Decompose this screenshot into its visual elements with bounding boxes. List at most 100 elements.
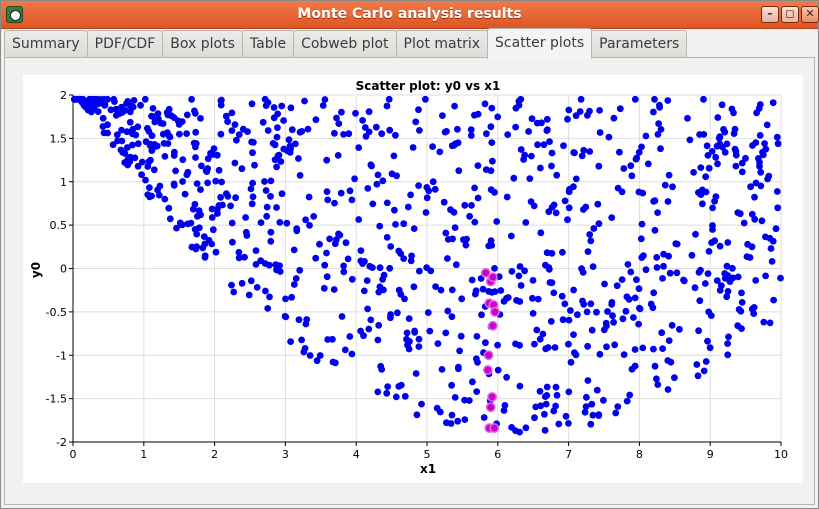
data-point — [278, 102, 286, 110]
data-point — [442, 329, 450, 337]
data-point — [552, 402, 559, 410]
data-point — [738, 289, 745, 297]
data-point — [635, 188, 643, 196]
tab-summary[interactable]: Summary — [4, 30, 88, 59]
data-point — [323, 249, 330, 257]
data-point — [699, 200, 706, 208]
tab-panel: 0 1 2 3 4 5 6 7 8 9 10 -2 -1.5 -1 -0.5 0 0.5 1 1.5 2 Scatte… — [4, 57, 815, 505]
data-point — [624, 261, 632, 268]
data-point — [112, 105, 120, 113]
data-point — [337, 189, 345, 197]
data-point — [516, 341, 523, 349]
data-point — [242, 228, 250, 236]
data-point — [324, 336, 332, 343]
data-point — [89, 99, 96, 107]
data-point — [657, 126, 665, 133]
data-point — [101, 101, 108, 109]
y-tick-label: 1.5 — [50, 132, 68, 145]
data-point — [531, 414, 538, 422]
tab-box-plots[interactable]: Box plots — [162, 30, 243, 59]
maximize-button[interactable]: ◻ — [781, 6, 799, 23]
data-point — [448, 411, 456, 419]
data-point — [405, 315, 413, 322]
data-point — [138, 158, 146, 166]
data-point — [467, 132, 475, 139]
data-point — [348, 350, 356, 358]
data-point — [257, 219, 265, 227]
data-point — [547, 318, 555, 325]
data-point — [588, 326, 596, 334]
data-point — [478, 311, 485, 319]
data-point — [627, 268, 635, 276]
data-point — [503, 373, 510, 381]
data-point — [359, 117, 366, 124]
data-point — [355, 216, 363, 223]
data-point — [166, 215, 174, 223]
data-point — [126, 118, 134, 126]
data-point — [208, 205, 216, 213]
data-point — [541, 393, 549, 400]
data-point — [748, 210, 756, 218]
data-point — [635, 285, 643, 293]
data-point — [148, 132, 156, 140]
data-point — [707, 312, 715, 319]
tab-plot-matrix[interactable]: Plot matrix — [395, 30, 489, 59]
data-point — [461, 201, 469, 209]
data-point — [660, 250, 667, 258]
data-point — [582, 403, 590, 410]
data-point — [228, 219, 236, 227]
data-point — [376, 283, 384, 291]
close-button[interactable]: ✕ — [801, 6, 819, 23]
data-point — [515, 272, 523, 280]
data-point — [252, 261, 260, 268]
data-point — [276, 262, 283, 269]
data-point — [365, 128, 373, 136]
data-point — [192, 245, 200, 253]
data-point — [235, 254, 243, 262]
data-point — [697, 266, 704, 274]
data-point — [631, 346, 639, 353]
tab-scatter-plots[interactable]: Scatter plots — [487, 28, 593, 59]
data-point — [415, 335, 423, 343]
data-point — [609, 312, 616, 320]
data-point — [626, 391, 634, 399]
data-point — [109, 141, 117, 149]
title-bar[interactable]: Monte Carlo analysis results – ◻ ✕ — [1, 1, 819, 29]
data-point — [631, 294, 639, 302]
data-point — [738, 325, 745, 332]
tab-pdf-cdf[interactable]: PDF/CDF — [86, 30, 164, 59]
data-point — [647, 300, 655, 308]
data-point — [198, 162, 205, 170]
x-tick-label: 7 — [565, 448, 572, 461]
tab-table[interactable]: Table — [241, 30, 295, 59]
data-point — [200, 233, 208, 241]
scatter-chart[interactable]: 0 1 2 3 4 5 6 7 8 9 10 -2 -1.5 -1 -0.5 0 0.5 1 1.5 2 Scatte… — [23, 75, 803, 483]
data-point — [559, 248, 566, 256]
data-point — [374, 388, 382, 396]
data-point — [316, 352, 324, 359]
minimize-button[interactable]: – — [761, 6, 779, 23]
data-point — [385, 95, 393, 103]
data-point — [422, 209, 430, 216]
tab-cobweb-plot[interactable]: Cobweb plot — [293, 30, 397, 59]
data-point — [235, 131, 243, 138]
app-icon — [6, 6, 23, 23]
data-point — [608, 299, 616, 306]
data-point — [650, 289, 658, 297]
data-point — [395, 286, 403, 294]
data-point — [595, 162, 603, 170]
data-point — [301, 345, 309, 352]
data-point — [724, 288, 732, 295]
data-point — [387, 314, 394, 322]
data-point — [375, 288, 383, 296]
data-point — [577, 95, 585, 103]
scatter-plot-area[interactable]: 0 1 2 3 4 5 6 7 8 9 10 -2 -1.5 -1 -0.5 0 0.5 1 1.5 2 Scatte… — [23, 75, 803, 483]
tab-parameters[interactable]: Parameters — [591, 30, 688, 59]
data-point — [618, 276, 626, 283]
data-point — [183, 111, 191, 119]
data-point — [154, 110, 162, 117]
highlighted-point — [489, 423, 500, 434]
data-point — [618, 188, 626, 196]
data-point — [684, 114, 691, 122]
data-point — [737, 307, 745, 315]
